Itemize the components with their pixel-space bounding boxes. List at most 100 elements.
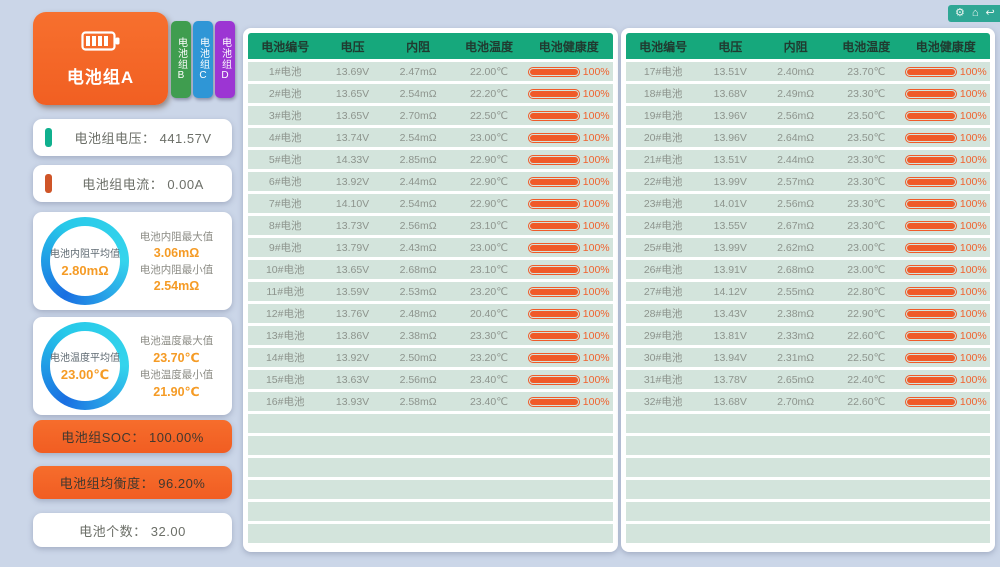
- cell-health: 100%: [902, 66, 990, 78]
- table-row: 8#电池 13.73V 2.56mΩ 23.10℃ 100%: [248, 216, 613, 235]
- cell-voltage: 13.43V: [713, 307, 747, 320]
- health-bar: [527, 88, 580, 99]
- health-percent: 100%: [959, 351, 987, 364]
- table-row: 11#电池 13.59V 2.53mΩ 23.20℃ 100%: [248, 282, 613, 301]
- table-row: 25#电池 13.99V 2.62mΩ 23.00℃ 100%: [626, 238, 990, 257]
- health-bar: [527, 220, 580, 231]
- cell-resistance: 2.58mΩ: [399, 395, 437, 408]
- tab-battery-group-a[interactable]: 电池组A: [33, 12, 168, 105]
- health-bar: [527, 352, 580, 363]
- cell-battery-id: 22#电池: [643, 176, 683, 188]
- soc-text: 电池组SOC： 100.00%: [61, 430, 204, 445]
- cell-battery-id: 26#电池: [643, 264, 683, 276]
- table-row: 23#电池 14.01V 2.56mΩ 23.30℃ 100%: [626, 194, 990, 213]
- cell-health: 100%: [524, 264, 613, 276]
- cell-voltage: 13.68V: [713, 87, 747, 100]
- cell-battery-id: 31#电池: [643, 374, 683, 386]
- group-tabs: 电池组B 电池组C 电池组D: [171, 21, 235, 108]
- cell-health: 100%: [902, 330, 990, 342]
- cell-voltage: 13.74V: [335, 131, 370, 144]
- health-bar: [527, 132, 580, 143]
- cell-resistance: 2.38mΩ: [399, 329, 437, 342]
- cell-resistance: 2.31mΩ: [777, 351, 815, 364]
- tab-battery-group-c[interactable]: 电池组C: [193, 21, 213, 98]
- cell-health: 100%: [902, 308, 990, 320]
- cell-resistance: 2.56mΩ: [777, 109, 815, 122]
- health-percent: 100%: [582, 175, 610, 188]
- health-percent: 100%: [959, 373, 987, 386]
- header-health: 电池健康度: [915, 39, 976, 54]
- cell-health: 100%: [902, 242, 990, 254]
- health-bar: [904, 110, 957, 121]
- table-row: 32#电池 13.68V 2.70mΩ 22.60℃ 100%: [626, 392, 990, 411]
- pack-voltage-text: 电池组电压： 441.57V: [74, 131, 212, 146]
- cell-resistance: 2.56mΩ: [777, 197, 815, 210]
- cell-battery-id: 14#电池: [265, 352, 305, 364]
- cell-voltage: 14.10V: [335, 197, 370, 210]
- cell-resistance: 2.55mΩ: [777, 285, 815, 298]
- cell-battery-id: 30#电池: [643, 352, 683, 364]
- table-row: 19#电池 13.96V 2.56mΩ 23.50℃ 100%: [626, 106, 990, 125]
- health-percent: 100%: [959, 175, 987, 188]
- gear-icon[interactable]: ⚙: [955, 7, 965, 19]
- table-row: 12#电池 13.76V 2.48mΩ 20.40℃ 100%: [248, 304, 613, 323]
- health-bar: [904, 220, 957, 231]
- cell-voltage: 13.96V: [713, 131, 747, 144]
- header-resistance: 内阻: [406, 39, 431, 54]
- cell-resistance: 2.56mΩ: [399, 373, 437, 386]
- empty-row: [626, 480, 990, 499]
- health-bar: [904, 264, 957, 275]
- tab-battery-group-b[interactable]: 电池组B: [171, 21, 191, 98]
- table-row: 24#电池 13.55V 2.67mΩ 23.30℃ 100%: [626, 216, 990, 235]
- table-row: 7#电池 14.10V 2.54mΩ 22.90℃ 100%: [248, 194, 613, 213]
- return-icon[interactable]: ↩: [985, 7, 995, 19]
- cell-health: 100%: [902, 374, 990, 386]
- table-row: 3#电池 13.65V 2.70mΩ 22.50℃ 100%: [248, 106, 613, 125]
- cell-temperature: 20.40℃: [469, 307, 509, 320]
- cell-resistance: 2.43mΩ: [399, 241, 437, 254]
- cell-battery-id: 2#电池: [268, 88, 302, 100]
- battery-icon: [80, 30, 121, 57]
- battery-group-selector: 电池组A 电池组B 电池组C 电池组D: [33, 12, 235, 108]
- header-voltage: 电压: [718, 39, 743, 54]
- health-bar: [527, 176, 580, 187]
- battery-table-right: 电池编号 电压 内阻 电池温度 电池健康度 17#电池 13.51V 2.40mΩ 23.70…: [621, 28, 995, 552]
- health-percent: 100%: [959, 219, 987, 232]
- cell-health: 100%: [524, 308, 613, 320]
- health-bar: [904, 286, 957, 297]
- cell-battery-id: 27#电池: [643, 286, 683, 298]
- cell-battery-id: 13#电池: [265, 330, 305, 342]
- empty-row: [248, 480, 613, 499]
- temperature-min-value: 21.90℃: [153, 385, 200, 399]
- tab-battery-group-d[interactable]: 电池组D: [215, 21, 235, 98]
- cell-health: 100%: [524, 220, 613, 232]
- health-bar: [904, 374, 957, 385]
- table-row: 27#电池 14.12V 2.55mΩ 22.80℃ 100%: [626, 282, 990, 301]
- soc-card: 电池组SOC： 100.00%: [33, 420, 232, 453]
- cell-resistance: 2.49mΩ: [777, 87, 815, 100]
- cell-health: 100%: [902, 154, 990, 166]
- battery-group-a-label: 电池组A: [66, 67, 135, 87]
- cell-resistance: 2.33mΩ: [777, 329, 815, 342]
- health-percent: 100%: [959, 329, 987, 342]
- health-percent: 100%: [582, 395, 610, 408]
- cell-voltage: 13.51V: [713, 153, 747, 166]
- header-temperature: 电池温度: [842, 39, 891, 54]
- health-percent: 100%: [582, 153, 610, 166]
- home-icon[interactable]: ⌂: [971, 7, 979, 19]
- health-percent: 100%: [959, 65, 987, 78]
- cell-temperature: 23.50℃: [847, 131, 886, 144]
- cell-temperature: 22.50℃: [847, 351, 886, 364]
- cell-battery-id: 17#电池: [643, 66, 683, 78]
- cell-health: 100%: [524, 242, 613, 254]
- cell-battery-id: 15#电池: [265, 374, 305, 386]
- empty-row: [626, 502, 990, 521]
- table-row: 9#电池 13.79V 2.43mΩ 23.00℃ 100%: [248, 238, 613, 257]
- resistance-max-label: 电池内阻最大值: [139, 231, 214, 243]
- empty-row: [626, 458, 990, 477]
- cell-resistance: 2.70mΩ: [399, 109, 437, 122]
- cell-voltage: 13.94V: [713, 351, 747, 364]
- cell-health: 100%: [524, 198, 613, 210]
- cell-temperature: 23.40℃: [469, 373, 509, 386]
- cell-temperature: 22.60℃: [847, 329, 886, 342]
